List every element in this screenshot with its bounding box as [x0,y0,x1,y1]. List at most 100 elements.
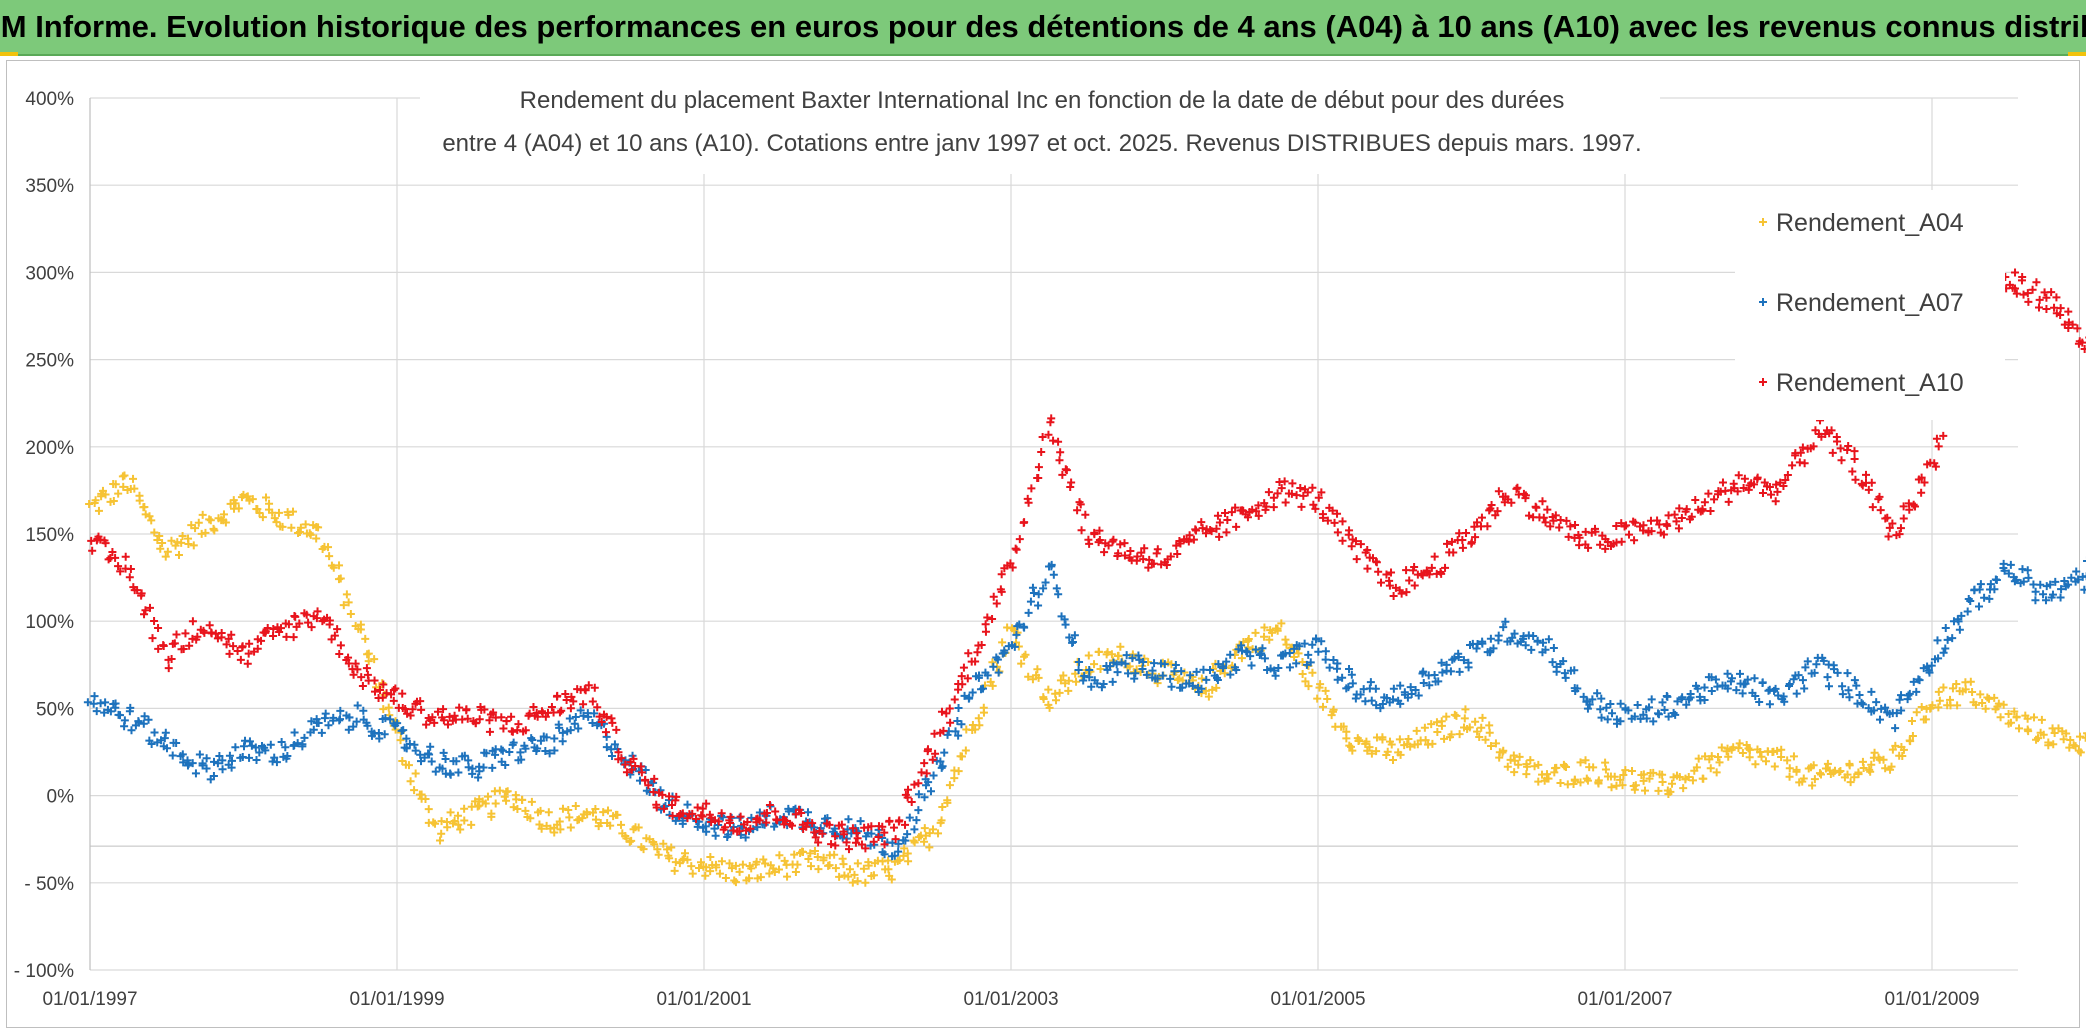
data-point [1372,747,1381,756]
data-point [945,781,954,790]
data-point [1034,463,1043,472]
data-point [1244,634,1253,643]
data-point [1070,631,1079,640]
data-point [1639,770,1648,779]
data-point [1072,677,1081,686]
data-point [780,856,789,865]
data-point [2083,732,2086,735]
banner-title: ADAM Informe. Evolution historique des p… [0,9,2086,44]
data-point [191,769,200,778]
data-point [1649,717,1658,726]
data-point [706,852,715,861]
data-point [305,529,314,538]
data-point [150,728,159,737]
y-tick-label: 250% [25,351,74,372]
data-point [1226,670,1235,679]
data-point [899,836,908,845]
data-point [106,707,115,716]
data-point [1103,648,1112,657]
data-point [1483,522,1492,531]
data-point [2010,707,2019,716]
data-point [1152,549,1161,558]
data-point [1573,684,1582,693]
data-point [851,838,860,847]
data-point [361,634,370,643]
data-point [1046,418,1055,427]
data-point [825,861,834,870]
data-point [1934,703,1943,712]
data-point [759,855,768,864]
data-point [1533,637,1542,646]
data-point [218,756,227,765]
data-point [206,516,215,525]
data-point [1630,785,1639,794]
data-point [1933,636,1942,645]
data-point [914,790,923,799]
data-point [345,713,354,722]
data-point [218,765,227,774]
y-tick-label: 350% [25,176,74,197]
data-point [1367,749,1376,758]
data-point [227,756,236,765]
data-point [920,837,929,846]
data-point [884,856,893,865]
data-point [1539,638,1548,647]
data-point [274,508,283,517]
data-point [209,524,218,533]
data-point [1837,456,1846,465]
data-point [1039,694,1048,703]
data-point [1075,657,1084,666]
data-point [88,546,97,555]
data-point [588,697,597,706]
data-point [269,632,278,641]
data-point [168,751,177,760]
data-point [89,699,98,708]
data-point [491,799,500,808]
data-point [880,850,889,859]
data-point [1321,655,1330,664]
data-point [1917,703,1926,712]
data-point [1441,563,1450,572]
data-point [2076,748,2085,757]
data-point [649,778,658,787]
data-point [558,737,567,746]
data-point [1621,766,1630,775]
data-point [1333,675,1342,684]
data-point [1710,495,1719,504]
data-point [1316,680,1325,689]
data-point [1539,513,1548,522]
data-point [853,877,862,886]
data-point [1446,667,1455,676]
data-point [1939,683,1948,692]
data-point [940,748,949,757]
data-point [992,599,1001,608]
data-point [370,655,379,664]
data-point [2018,565,2027,574]
series-Rendement_A07 [83,556,2086,861]
data-point [1128,654,1137,663]
data-point [853,859,862,868]
legend-label: Rendement_A04 [1776,209,1964,237]
data-point [378,679,387,688]
data-point [2023,566,2032,575]
data-point [427,757,436,766]
data-point [738,860,747,869]
data-point [1406,683,1415,692]
data-point [479,763,488,772]
data-point [1345,664,1354,673]
data-point [1171,661,1180,670]
data-point [1148,666,1157,675]
data-point [1706,507,1715,516]
data-point [1085,665,1094,674]
data-point [810,846,819,855]
data-point [1372,558,1381,567]
data-point [929,771,938,780]
data-point [696,858,705,867]
data-point [617,820,626,829]
data-point [162,744,171,753]
data-point [481,799,490,808]
data-point [1519,634,1528,643]
y-tick-label: 50% [36,699,74,720]
data-point [342,590,351,599]
data-point [335,561,344,570]
